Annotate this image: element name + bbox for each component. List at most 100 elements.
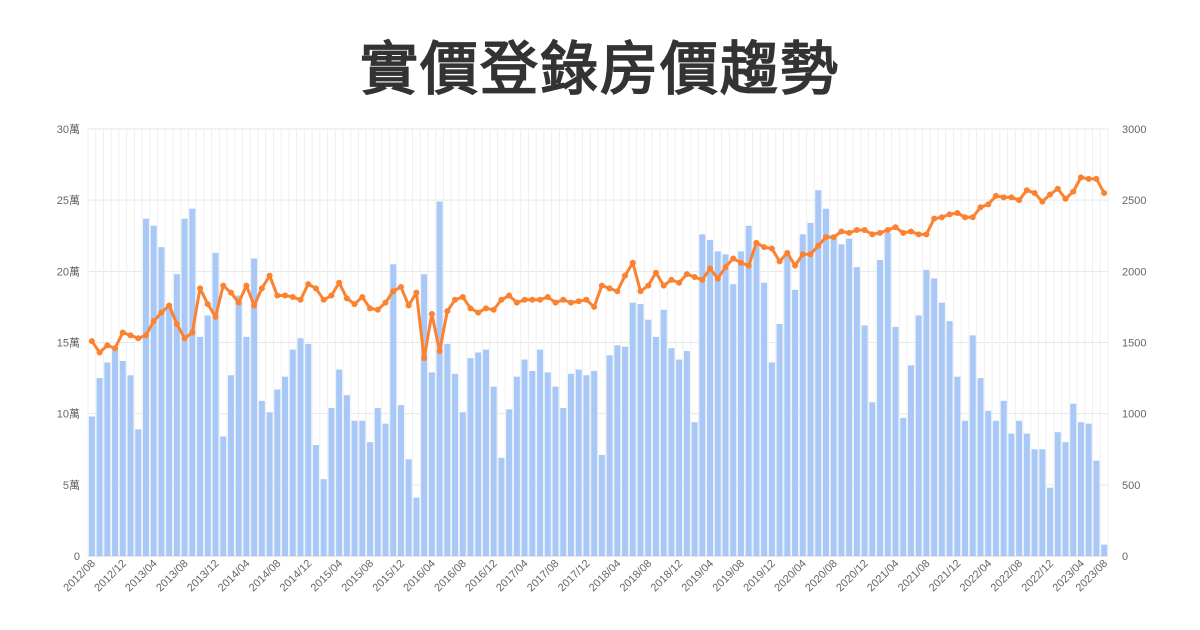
line-point: [521, 296, 528, 303]
line-point: [645, 282, 652, 289]
bar: [946, 321, 953, 556]
line-point: [722, 264, 729, 271]
bar: [374, 407, 381, 556]
bar: [877, 259, 884, 556]
line-point: [954, 209, 961, 216]
bar: [1054, 432, 1061, 556]
bar: [683, 351, 690, 556]
line-point: [923, 231, 930, 238]
line-point: [537, 296, 544, 303]
x-tick-label: 2014/08: [247, 558, 284, 595]
x-tick-label: 2013/08: [154, 558, 191, 595]
x-tick-label: 2016/12: [463, 558, 500, 595]
bar: [173, 274, 180, 556]
bar: [521, 359, 528, 556]
y-right-tick-label: 500: [1122, 480, 1140, 492]
line-point: [552, 299, 559, 306]
bar: [297, 338, 304, 556]
line-point: [490, 306, 497, 313]
line-point: [676, 279, 683, 286]
bar: [745, 225, 752, 556]
bar: [119, 361, 126, 556]
line-point: [567, 299, 574, 306]
bar: [954, 376, 961, 556]
bar: [907, 365, 914, 556]
line-point: [336, 279, 343, 286]
bar: [104, 362, 111, 556]
bar: [312, 444, 319, 556]
y-right-tick-label: 2500: [1122, 195, 1146, 207]
x-tick-label: 2012/08: [61, 558, 98, 595]
line-point: [475, 309, 482, 316]
bar: [1093, 460, 1100, 556]
bar: [544, 372, 551, 556]
line-point: [1101, 190, 1108, 197]
bar: [390, 264, 397, 556]
y-right-tick-label: 1000: [1122, 409, 1146, 421]
x-tick-label: 2016/08: [432, 558, 469, 595]
line-point: [884, 227, 891, 234]
x-tick-label: 2019/08: [710, 558, 747, 595]
bar: [220, 436, 227, 556]
bar: [676, 359, 683, 556]
line-point: [428, 311, 435, 318]
line-point: [622, 272, 629, 279]
line-point: [985, 201, 992, 208]
bar: [413, 497, 420, 556]
line-point: [737, 259, 744, 266]
line-point: [405, 302, 412, 309]
bar: [699, 234, 706, 556]
x-tick-label: 2021/12: [927, 558, 964, 595]
line-point: [815, 242, 822, 249]
bar: [552, 386, 559, 556]
bar: [336, 369, 343, 556]
bar: [506, 409, 513, 556]
bar: [282, 376, 289, 556]
x-tick-label: 2022/04: [958, 558, 995, 595]
bar: [861, 325, 868, 556]
line-point: [683, 271, 690, 278]
line-point: [637, 288, 644, 295]
line-point: [506, 292, 513, 299]
line-point: [1031, 190, 1038, 197]
bar: [560, 407, 567, 556]
line-point: [413, 289, 420, 296]
bar: [251, 258, 258, 556]
bar: [714, 251, 721, 556]
line-point: [830, 234, 837, 241]
line-point: [614, 288, 621, 295]
bar: [367, 442, 374, 556]
line-point: [591, 303, 598, 310]
y-right-tick-label: 3000: [1122, 124, 1146, 136]
line-point: [513, 299, 520, 306]
bar: [490, 386, 497, 556]
line-point: [135, 335, 142, 342]
line-point: [343, 295, 350, 302]
bar: [1000, 400, 1007, 556]
x-tick-label: 2015/12: [370, 558, 407, 595]
bar: [459, 412, 466, 556]
line-point: [320, 296, 327, 303]
line-point: [606, 285, 613, 292]
y-left-tick-label: 25萬: [57, 194, 80, 207]
line-point: [877, 229, 884, 236]
line-point: [158, 309, 165, 316]
bar: [235, 295, 242, 556]
y-left-tick-label: 15萬: [57, 337, 80, 350]
line-point: [529, 296, 536, 303]
line-point: [938, 214, 945, 221]
bar: [428, 372, 435, 556]
bar: [197, 336, 204, 556]
bar: [637, 304, 644, 556]
bar: [537, 349, 544, 556]
line-point: [452, 296, 459, 303]
bar: [1085, 423, 1092, 556]
line-point: [312, 285, 319, 292]
bar: [853, 267, 860, 556]
line-point: [289, 293, 296, 300]
line-point: [768, 245, 775, 252]
bar: [892, 326, 899, 556]
bar: [614, 345, 621, 556]
bar-series: [88, 190, 1108, 557]
